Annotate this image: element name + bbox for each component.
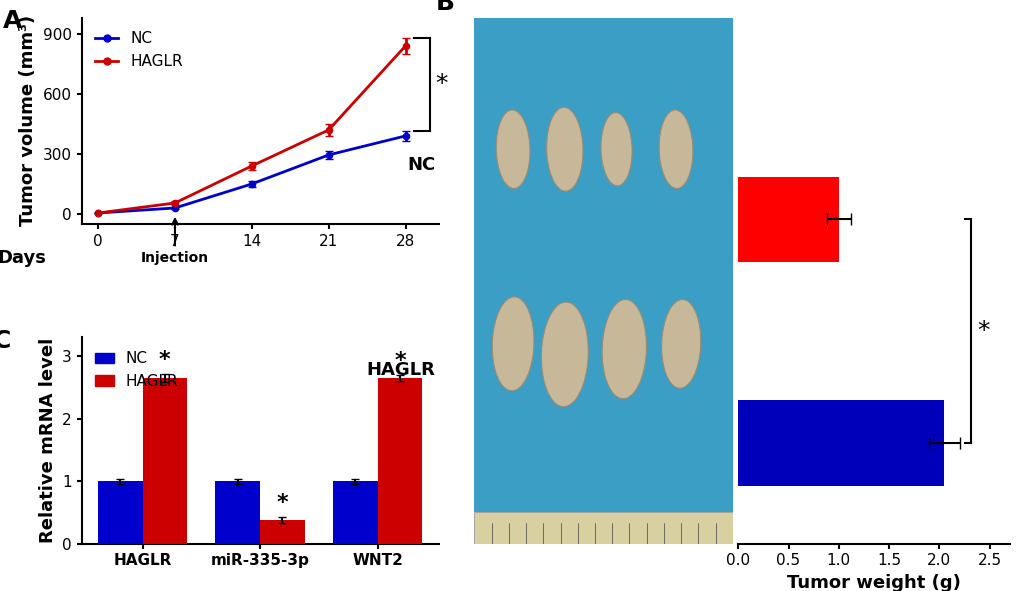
Text: B: B [435, 0, 454, 15]
Ellipse shape [661, 300, 700, 388]
Text: Days: Days [0, 249, 46, 267]
Bar [377, 378, 422, 544]
Text: C: C [0, 329, 11, 353]
Text: *: * [976, 319, 989, 343]
Ellipse shape [600, 112, 632, 186]
Bar [738, 177, 838, 262]
Bar [474, 512, 733, 544]
Legend: NC, HAGLR: NC, HAGLR [89, 345, 184, 395]
X-axis label: Tumor weight (g): Tumor weight (g) [787, 574, 960, 591]
Ellipse shape [601, 300, 646, 399]
Bar [332, 481, 377, 544]
Text: NC: NC [407, 156, 435, 174]
Text: *: * [159, 350, 170, 370]
Text: Injection: Injection [141, 219, 209, 265]
Ellipse shape [658, 110, 692, 189]
Text: *: * [435, 72, 447, 96]
Text: A: A [3, 9, 22, 34]
Ellipse shape [492, 297, 533, 391]
Ellipse shape [541, 302, 588, 407]
Bar [215, 481, 260, 544]
Bar [143, 378, 187, 544]
Legend: NC, HAGLR: NC, HAGLR [89, 25, 190, 75]
Bar [738, 401, 944, 486]
Y-axis label: Tumor volume (mm³): Tumor volume (mm³) [19, 15, 38, 226]
Bar [260, 520, 305, 544]
Text: *: * [393, 351, 406, 371]
Text: *: * [276, 493, 288, 513]
Y-axis label: Relative mRNA level: Relative mRNA level [39, 338, 56, 543]
Text: HAGLR: HAGLR [366, 361, 435, 379]
Bar [98, 481, 143, 544]
Ellipse shape [546, 108, 583, 191]
Ellipse shape [495, 110, 530, 189]
